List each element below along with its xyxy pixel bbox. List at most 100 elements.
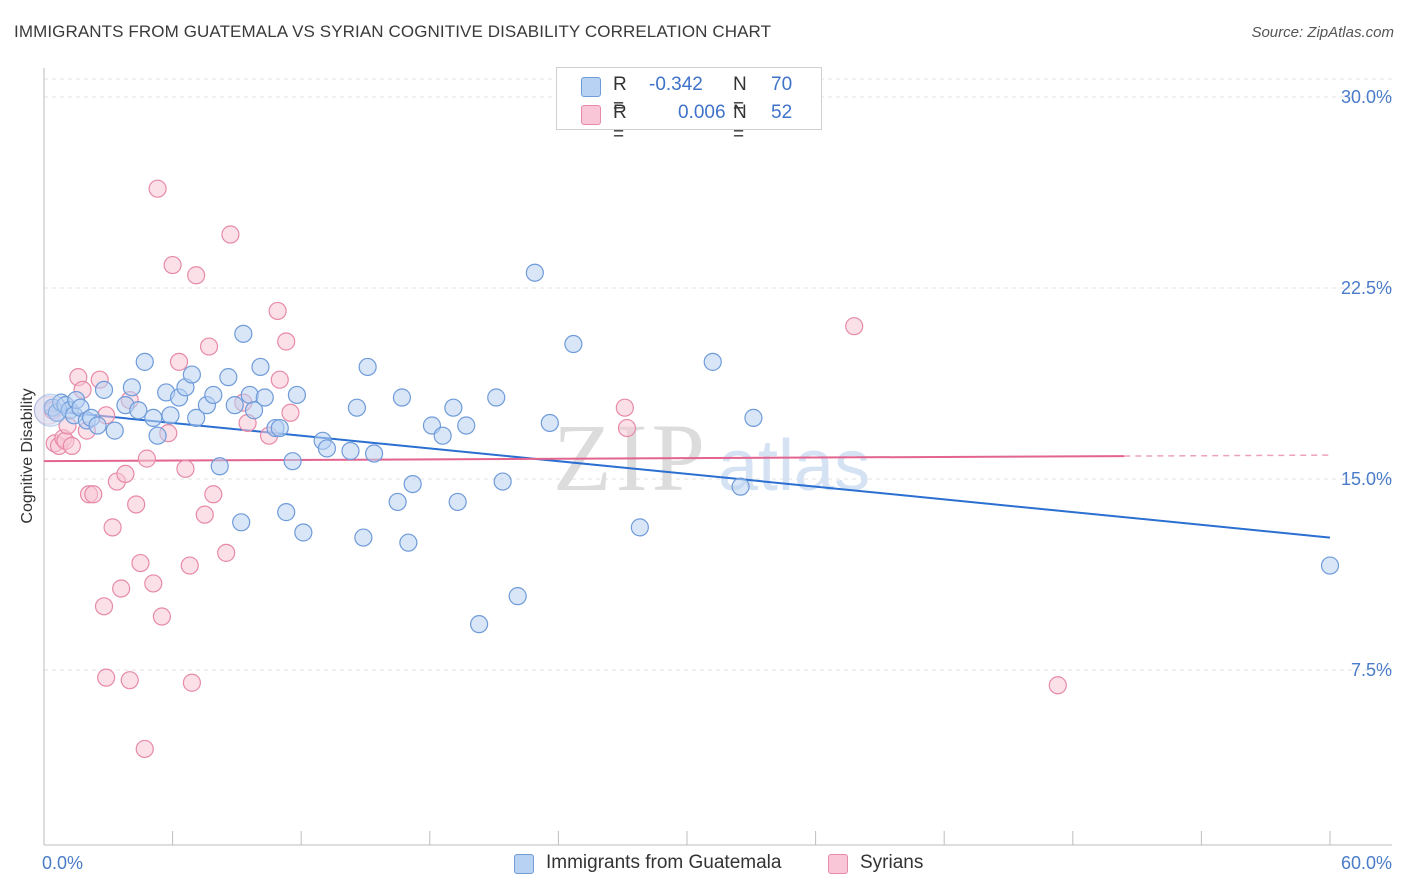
legend-label: Immigrants from Guatemala [546,852,782,873]
axes [43,68,1392,846]
syrians-point [169,352,189,371]
syrians-point [127,495,146,514]
guatemala-point [392,388,412,407]
guatemala-point [182,365,201,384]
guatemala-point [358,357,377,377]
syrians-point [617,418,637,438]
y-tick-label: 30.0% [1340,87,1392,107]
r-label: R = [613,74,627,117]
guatemala-point [347,398,367,417]
syrians-point [94,597,114,616]
syrians-point [199,337,219,356]
swatch-guatemala [581,77,601,97]
syrians-point [277,332,296,351]
guatemala-point [232,513,251,532]
guatemala-point [105,421,124,440]
n-label: N = [733,102,747,145]
guatemala-point [630,518,649,537]
guatemala-point [210,457,229,476]
syrians-point [152,607,171,626]
syrians-point [84,485,103,504]
guatemala-point [540,413,559,433]
syrians-point [217,543,236,562]
syrians-point [176,459,195,478]
guatemala-point [204,385,223,405]
y-tick-label: 7.5% [1350,660,1392,680]
guatemala-point [493,472,512,491]
guatemala-point [1320,556,1340,575]
guatemala-point [240,385,259,405]
guatemala-point [234,324,253,343]
r-label: R = [613,102,627,145]
syrians-point [131,553,150,573]
guatemala-point [399,533,418,552]
guatemala-point [508,587,527,606]
guatemala-point [403,474,422,494]
syrians-point [163,255,182,275]
syrians-point [137,449,156,468]
legend-label: Syrians [860,852,924,873]
syrians-point [116,464,135,484]
guatemala-point [144,408,163,427]
guatemala-point [251,357,270,377]
guatemala-point [187,408,206,427]
syrians-point [221,225,240,244]
n-label: N = [733,74,747,117]
syrians-point [281,403,300,422]
guatemala-point [283,452,302,471]
x-tick-label: 60.0% [1340,853,1392,873]
guatemala-point [225,396,244,415]
r-value: 0.006 [678,102,726,123]
trend-line-guatemala [43,409,1331,539]
guatemala-cluster [33,393,67,427]
series-guatemala [33,263,1340,634]
syrians-point [103,518,122,537]
n-value: 52 [771,102,793,123]
guatemala-point [433,426,452,445]
guatemala-point [219,368,238,387]
syrians-point [135,739,154,759]
syrians-point [195,505,214,524]
guatemala-point [448,492,467,512]
guatemala-point [277,503,296,522]
guatemala-point [457,416,476,435]
guatemala-point [703,352,722,371]
syrians-point [148,179,167,198]
series-syrians [33,179,1067,759]
guatemala-point [317,439,337,458]
guatemala-point [487,388,506,407]
syrians-point [120,671,139,690]
guatemala-point [129,401,148,420]
guatemala-point [294,523,313,542]
guatemala-point [341,441,360,461]
syrians-point [845,317,864,336]
guatemala-point [122,378,141,397]
y-tick-label: 22.5% [1340,278,1392,298]
guatemala-point [255,388,274,407]
r-value: -0.342 [649,74,703,95]
guatemala-point [94,380,114,399]
syrians-point [182,673,201,692]
guatemala-point [731,477,750,496]
syrians-point [615,398,634,417]
guatemala-point [388,492,407,512]
guatemala-point [364,444,384,463]
source-label[interactable]: Source: ZipAtlas.com [1251,24,1394,41]
syrians-point [1048,676,1067,695]
n-value: 70 [771,74,793,95]
grid-lines [44,78,1392,671]
syrians-point [180,556,199,575]
guatemala-point [148,426,167,445]
syrians-point [144,574,163,593]
y-axis-label: Cognitive Disability [19,388,36,524]
guatemala-point [244,401,264,420]
guatemala-point [525,263,544,282]
guatemala-point [88,416,107,435]
syrians-point [62,436,81,455]
swatch-syrians [581,105,601,125]
legend-swatch-syrians [828,854,848,874]
guatemala-point [354,528,373,547]
stats-legend: R = -0.342 N = 70 R = 0.006 N = 52 [556,67,822,145]
syrians-point [268,301,287,321]
